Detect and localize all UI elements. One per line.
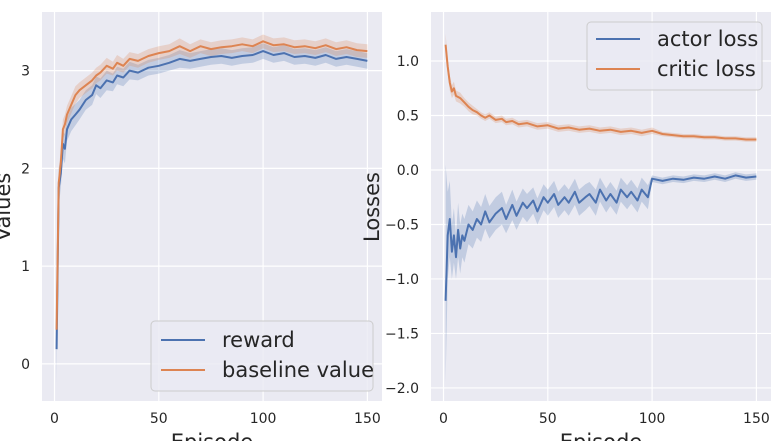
losses-x-tick-label: 100 [639, 411, 666, 427]
values-series-lines [55, 40, 368, 350]
losses-series-lines [444, 44, 757, 301]
values-line-reward [55, 50, 368, 350]
losses-y-tick-label: 1.0 [397, 54, 419, 70]
losses-x-tick-label: 0 [439, 411, 448, 427]
losses-y-tick-label: 0.0 [397, 163, 419, 179]
values-y-tick-label: 2 [21, 161, 30, 177]
values-y-tick-label: 3 [21, 64, 30, 80]
values-legend-box [150, 320, 374, 392]
values-x-tick-label: 150 [354, 411, 381, 427]
losses-y-tick-label: −1.0 [385, 272, 419, 288]
values-x-tick-label: 0 [50, 411, 59, 427]
losses-y-tick-label: 0.5 [397, 109, 419, 125]
values-legend-label-reward: reward [222, 328, 295, 352]
losses-y-tick-label: −2.0 [385, 381, 419, 397]
values-y-tick-label: 0 [21, 357, 30, 373]
values-x-tick-label: 100 [250, 411, 277, 427]
values-grid [42, 12, 382, 401]
values-legend: reward baseline value [150, 320, 374, 392]
values-x-axis-label: Episode [171, 430, 253, 441]
losses-tick-labels: 0 50 100 150 −2.0 −1.5 −1.0 −0.5 0.0 0.5 1.0 [385, 54, 770, 427]
values-legend-label-baseline-value: baseline value [222, 358, 374, 382]
losses-legend-label-critic-loss: critic loss [657, 57, 756, 81]
values-x-tick-label: 50 [150, 411, 168, 427]
losses-grid [431, 12, 771, 401]
losses-y-axis-label: Losses [360, 172, 384, 242]
losses-x-axis-label: Episode [560, 430, 642, 441]
values-y-tick-label: 1 [21, 259, 30, 275]
values-chart-panel: 0 50 100 150 0 1 2 3 Episode Values reward base… [0, 12, 382, 441]
losses-line-actor-loss [444, 174, 757, 301]
losses-chart-panel: 0 50 100 150 −2.0 −1.5 −1.0 −0.5 0.0 0.5 1.0 Episo… [360, 12, 771, 441]
values-line-baseline-value [55, 40, 368, 330]
values-tick-labels: 0 50 100 150 0 1 2 3 [21, 64, 381, 427]
losses-x-tick-label: 150 [743, 411, 770, 427]
losses-line-critic-loss [444, 44, 757, 141]
losses-legend: actor loss critic loss [586, 21, 763, 91]
losses-y-tick-label: −0.5 [385, 217, 419, 233]
losses-x-tick-label: 50 [539, 411, 557, 427]
losses-y-tick-label: −1.5 [385, 326, 419, 342]
losses-legend-label-actor-loss: actor loss [657, 27, 758, 51]
values-y-axis-label: Values [0, 173, 15, 242]
